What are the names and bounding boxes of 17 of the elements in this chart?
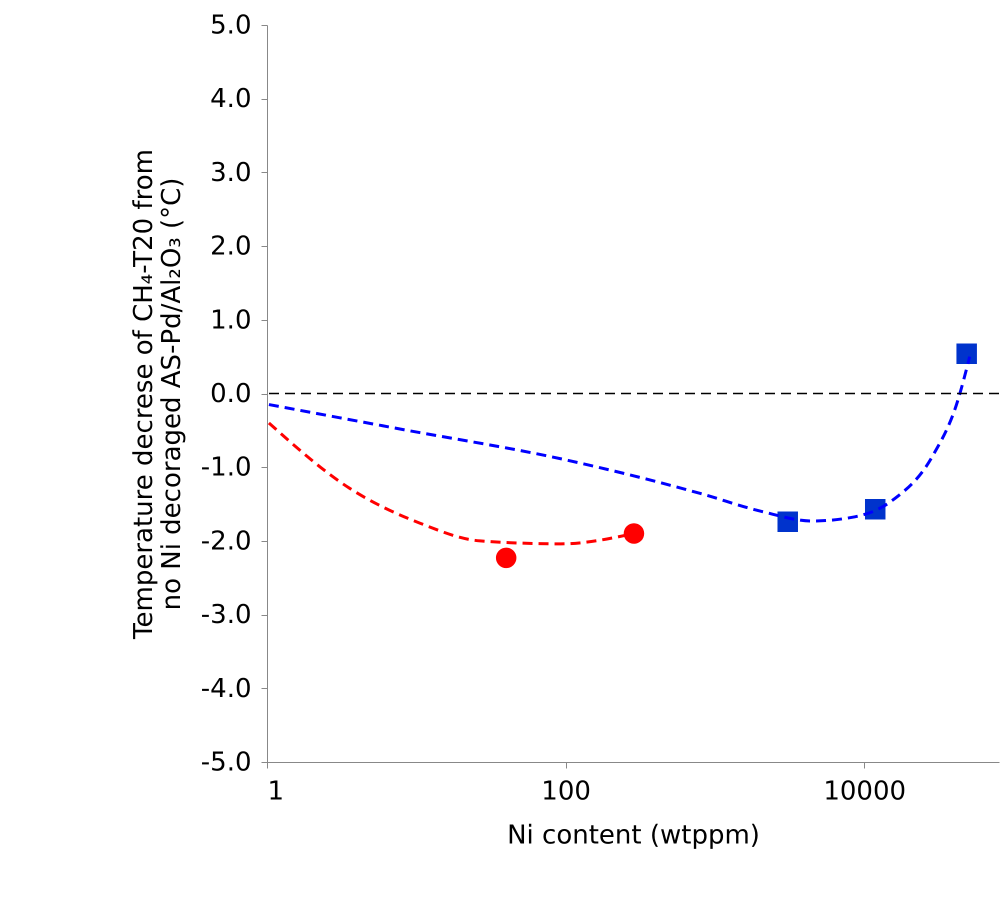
y-tick-label: 1.0	[210, 305, 252, 336]
text: no Ni decoraged AS-Pd/Al₂O₃ (°C)	[156, 178, 187, 610]
y-tick-label: 5.0	[210, 10, 252, 40]
y-tick-label: -4.0	[200, 674, 252, 704]
x-tick-label: 100	[541, 776, 591, 806]
x-tick-label: 10000	[823, 776, 906, 806]
y-tick-label: 4.0	[210, 84, 252, 114]
y-tick-label: -1.0	[200, 452, 252, 483]
y-tick-label: 2.0	[210, 232, 252, 262]
x-axis-title: Ni content (wtppm)	[507, 820, 760, 850]
y-tick-label: 3.0	[210, 158, 252, 188]
y-tick-label: -5.0	[200, 748, 252, 778]
text: Temperature decrese of CH₄-T20 from	[128, 149, 159, 639]
y-tick-label: 0.0	[210, 379, 252, 409]
y-tick-label: -2.0	[200, 526, 252, 556]
x-tick-label: 1	[268, 776, 284, 806]
y-tick-label: -3.0	[200, 600, 252, 630]
